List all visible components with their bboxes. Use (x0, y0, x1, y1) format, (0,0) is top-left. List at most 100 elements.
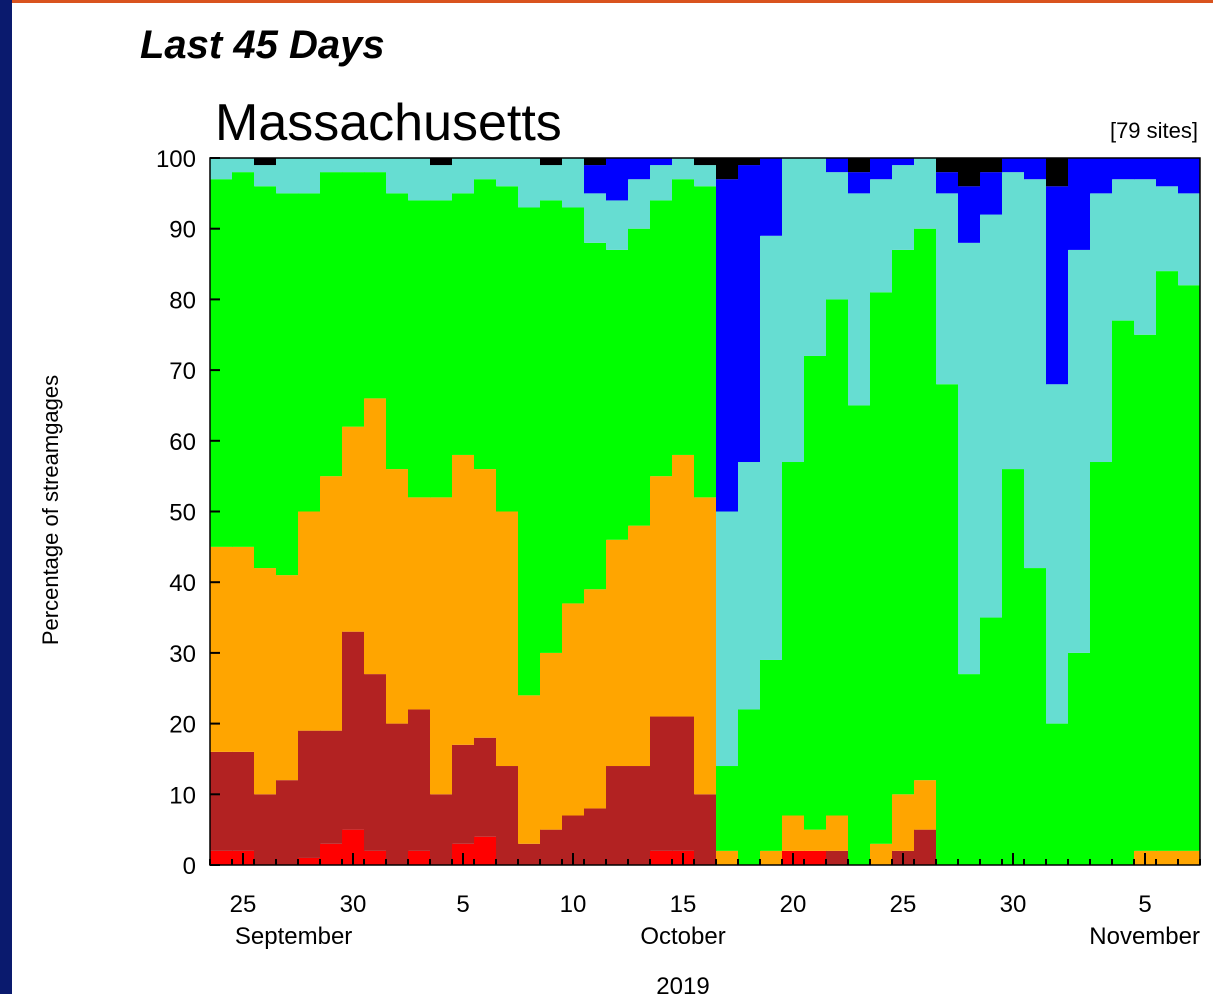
bar-segment (584, 808, 607, 865)
y-tick-label: 50 (169, 500, 196, 527)
bar-segment (870, 843, 893, 865)
bar-segment (320, 730, 343, 844)
bar-segment (584, 193, 607, 243)
bar-segment (870, 292, 893, 844)
subtitle: [79 sites] (1110, 118, 1198, 143)
bar-segment (760, 659, 783, 851)
month-label: October (640, 923, 725, 950)
bar-segment (386, 723, 409, 865)
bar-segment (1068, 652, 1091, 865)
bar-segment (694, 186, 717, 498)
bar-segment (452, 744, 475, 844)
bar-segment (584, 242, 607, 590)
bar-segment (1156, 271, 1179, 851)
bar-segment (650, 200, 673, 477)
bar-segment (452, 158, 475, 194)
y-tick-label: 0 (183, 853, 196, 880)
bar-segment (1046, 723, 1069, 865)
bar-segment (364, 674, 387, 851)
bar-segment (1024, 179, 1047, 569)
bar-segment (386, 158, 409, 194)
bar-segment (738, 462, 761, 710)
bar-segment (848, 405, 871, 865)
bar-segment (518, 207, 541, 696)
bar-segment (474, 158, 497, 180)
bar-segment (562, 158, 585, 208)
bar-segment (980, 617, 1003, 865)
bar-segment (694, 794, 717, 865)
bar-segment (760, 235, 783, 660)
bar-segment (1068, 249, 1091, 653)
bar-segment (892, 165, 915, 250)
bar-segment (716, 511, 739, 767)
bar-segment (320, 476, 343, 731)
bar-segment (606, 249, 629, 540)
bar-segment (782, 158, 805, 463)
bar-segment (254, 158, 277, 166)
bar-segment (276, 575, 299, 781)
x-tick-label: 5 (456, 891, 469, 918)
y-tick-label: 70 (169, 358, 196, 385)
bar-segment (760, 850, 783, 865)
x-tick-label: 25 (890, 891, 917, 918)
bar-segment (936, 158, 959, 173)
bar-segment (870, 158, 893, 180)
bar-segment (254, 165, 277, 187)
bar-segment (936, 193, 959, 385)
bar-segment (848, 172, 871, 194)
bar-segment (210, 546, 233, 752)
bar-segment (1156, 850, 1179, 865)
y-tick-label: 40 (169, 570, 196, 597)
bar-segment (320, 843, 343, 865)
bar-segment (584, 165, 607, 194)
bar-segment (694, 165, 717, 187)
bar-segment (1112, 179, 1135, 321)
bar-segment (980, 172, 1003, 215)
bar-segment (892, 158, 915, 166)
bar-segment (1002, 158, 1025, 173)
bar-segment (518, 695, 541, 844)
y-axis-label: Percentage of streamgages (38, 375, 63, 645)
bar-segment (826, 850, 849, 865)
bar-segment (892, 249, 915, 795)
bar-segment (210, 850, 233, 865)
bar-segment (628, 158, 651, 180)
bar-segment (254, 794, 277, 865)
bar-segment (1134, 158, 1157, 180)
bar-segment (474, 469, 497, 738)
month-label: November (1089, 923, 1200, 950)
bar-segment (1112, 320, 1135, 865)
bar-segment (408, 158, 431, 201)
x-tick-label: 30 (340, 891, 367, 918)
bar-segment (452, 193, 475, 455)
bar-segment (408, 497, 431, 710)
bar-segment (628, 228, 651, 526)
bar-segment (1134, 334, 1157, 851)
bar-segment (1046, 158, 1069, 187)
bar-segment (650, 850, 673, 865)
y-tick-label: 20 (169, 712, 196, 739)
bar-segment (1024, 568, 1047, 865)
bar-segment (958, 674, 981, 865)
bar-segment (804, 829, 827, 851)
bar-segment (1156, 186, 1179, 272)
bar-segment (672, 454, 695, 717)
bar-segment (232, 751, 255, 851)
bar-segment (1068, 158, 1091, 250)
bar-segment (848, 158, 871, 173)
x-tick-label: 20 (780, 891, 807, 918)
y-tick-label: 10 (169, 782, 196, 809)
bar-segment (870, 179, 893, 293)
bar-segment (320, 172, 343, 477)
bar-segment (606, 200, 629, 250)
bar-segment (298, 511, 321, 731)
bar-segment (628, 179, 651, 229)
bar-segment (914, 780, 937, 830)
y-tick-label: 60 (169, 429, 196, 456)
bar-segment (1156, 158, 1179, 187)
bar-segment (584, 589, 607, 809)
bar-segment (210, 751, 233, 851)
bar-segment (342, 426, 365, 632)
bar-segment (232, 172, 255, 547)
bar-segment (342, 829, 365, 865)
